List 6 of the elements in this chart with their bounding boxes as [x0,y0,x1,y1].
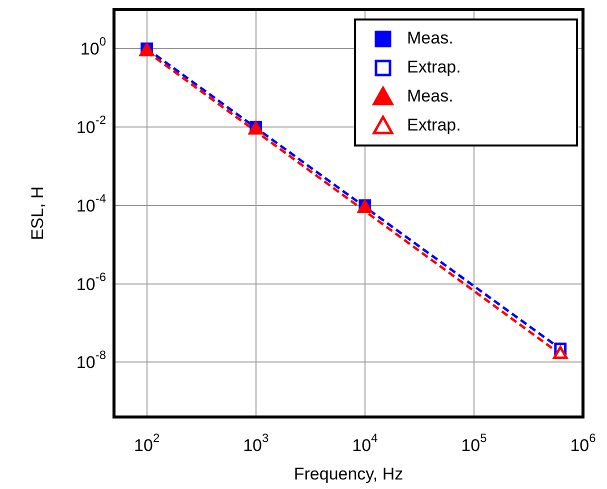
legend-label: Extrap. [407,116,461,135]
y-axis-title: ESL, H [28,186,47,240]
legend-label: Meas. [407,86,454,106]
x-axis-title: Frequency, Hz [294,464,404,484]
legend-label: Extrap. [407,58,461,77]
legend-label: Meas. [407,28,454,48]
